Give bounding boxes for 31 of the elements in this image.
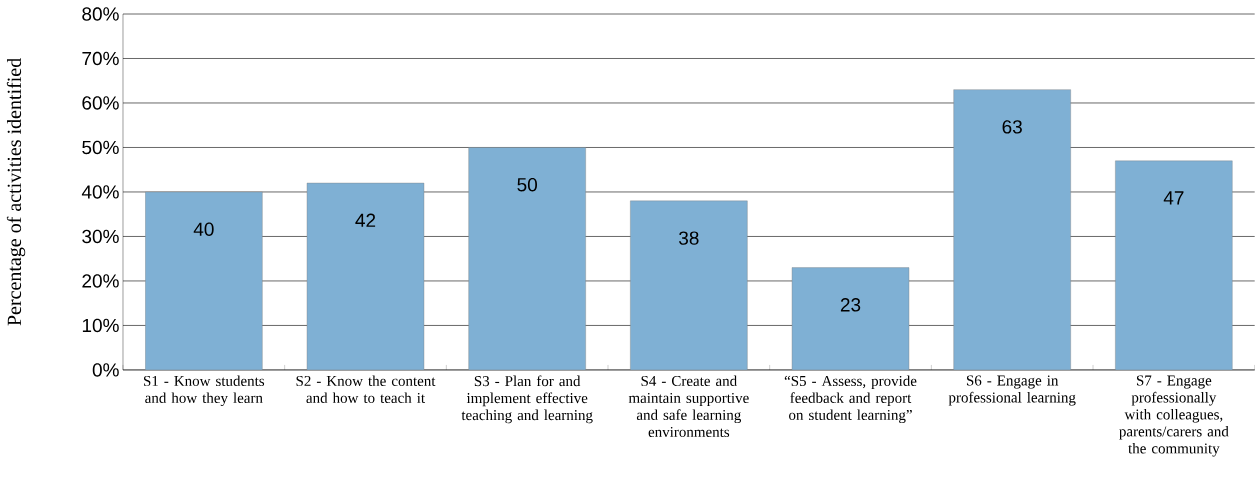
y-tick-label: 40% bbox=[81, 185, 119, 199]
y-tick-label: 60% bbox=[82, 96, 119, 110]
x-tick-label: S6 - Engage in professional learning bbox=[948, 375, 1076, 406]
y-tick-label: 70% bbox=[82, 51, 119, 66]
data-label: 42 bbox=[355, 213, 376, 227]
x-tick-label: S2 - Know the content and how to teach it bbox=[296, 375, 436, 404]
x-tick-label: S3 - Plan for and implement effective teaching and learning bbox=[461, 375, 593, 424]
bar bbox=[1115, 160, 1233, 370]
y-tick-label: 30% bbox=[82, 229, 119, 244]
y-tick-label: 20% bbox=[82, 274, 119, 288]
y-tick-label: 0% bbox=[92, 363, 119, 377]
data-label: 50 bbox=[517, 178, 537, 192]
data-label: 40 bbox=[193, 222, 214, 236]
data-label: 38 bbox=[679, 231, 699, 245]
y-tick-label: 10% bbox=[82, 318, 119, 333]
data-label: 63 bbox=[1002, 120, 1022, 134]
x-tick-label: S4 - Create and maintain supportive and safe learning environments bbox=[628, 375, 749, 438]
y-axis-title: Percentage of activities identified bbox=[6, 58, 26, 326]
bar bbox=[791, 267, 910, 370]
bar bbox=[145, 191, 263, 370]
x-tick-label: S7 - Engage professionally with colleagues, parents/carers and the community bbox=[1119, 375, 1229, 457]
bar bbox=[468, 147, 586, 370]
x-tick-label: S1 - Know students and how they learn bbox=[144, 375, 265, 407]
y-tick-label: 80% bbox=[82, 7, 119, 21]
bar bbox=[953, 89, 1071, 370]
x-tick-label: “S5 - Assess, provide feedback and report on student learning” bbox=[784, 375, 917, 424]
bar bbox=[630, 200, 748, 370]
y-tick-label: 50% bbox=[82, 140, 119, 155]
data-label: 47 bbox=[1163, 191, 1184, 205]
data-label: 23 bbox=[840, 298, 861, 312]
bar bbox=[307, 183, 424, 370]
